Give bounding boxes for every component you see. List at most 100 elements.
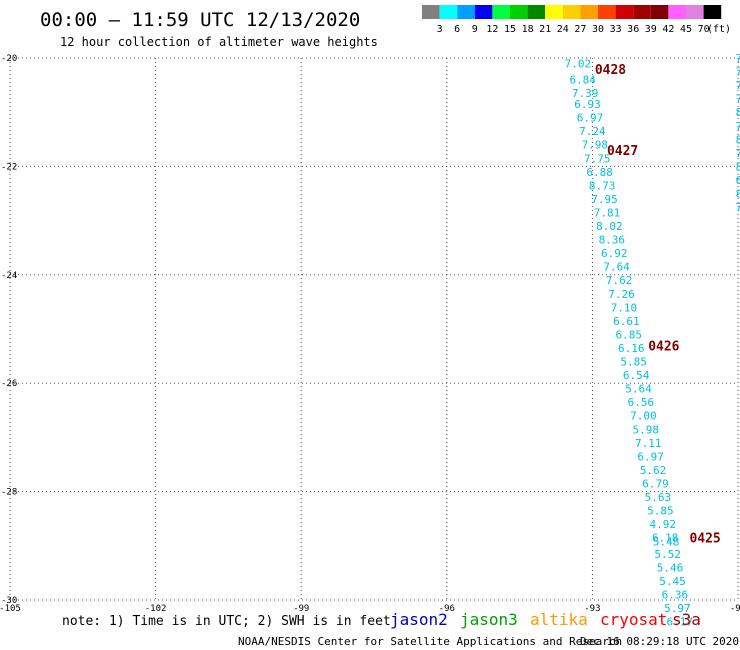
colorbar-swatch [510, 5, 528, 19]
time-label: 0425 [689, 532, 720, 547]
colorbar-tick-label: 39 [645, 24, 657, 35]
colorbar-swatch [474, 5, 493, 19]
satellite-legend-jason3: jason3 [460, 610, 518, 629]
page-title: 00:00 – 11:59 UTC 12/13/2020 [40, 9, 360, 31]
colorbar-swatch [580, 5, 598, 19]
wave-height-label: 6.84 [569, 74, 596, 87]
wave-height-label-edge: 7 [736, 147, 740, 160]
colorbar-swatch [545, 5, 563, 19]
colorbar-tick-label: 6 [454, 24, 460, 35]
footer-credit: NOAA/NESDIS Center for Satellite Applica… [238, 635, 622, 648]
y-tick-label: -20 [1, 54, 17, 64]
satellite-legend-altika: altika [530, 610, 588, 629]
wave-height-label: 5.85 [620, 356, 647, 369]
colorbar-tick-label: 33 [610, 24, 622, 35]
x-tick-label: -99 [293, 604, 309, 614]
y-tick-label: -28 [1, 488, 17, 498]
wave-height-label: 5.52 [654, 548, 681, 561]
wave-height-label: 6.97 [577, 112, 604, 125]
colorbar-swatch [422, 5, 440, 19]
x-tick-label: -90 [730, 604, 740, 614]
wave-height-label: 8.73 [589, 179, 616, 192]
wave-height-label: 7.39 [572, 87, 599, 100]
footer-note: note: 1) Time is in UTC; 2) SWH is in fe… [62, 614, 391, 629]
colorbar-tick-label: 15 [504, 24, 516, 35]
wave-height-label: 6.54 [623, 369, 650, 382]
colorbar-swatch [668, 5, 686, 19]
colorbar-tick-label: 24 [557, 24, 569, 35]
wave-height-label: 7.98 [582, 139, 609, 152]
wave-height-label: 5.63 [645, 491, 672, 504]
page-subtitle: 12 hour collection of altimeter wave hei… [60, 35, 378, 49]
wave-height-label-edge: 7. [736, 120, 740, 133]
wave-height-label: 5.46 [657, 561, 684, 574]
wave-height-label: 5.64 [625, 383, 652, 396]
wave-height-label-edge: 7.7 [736, 52, 740, 65]
wave-height-label-edge: 8. [736, 133, 740, 146]
wave-height-label: 6.79 [642, 477, 669, 490]
colorbar-tick-label: 21 [539, 24, 551, 35]
y-tick-label: -26 [1, 379, 17, 389]
wave-height-label-edge: 7.4 [736, 79, 740, 92]
wave-height-label-edge: 8 [736, 160, 740, 173]
colorbar-swatch [457, 5, 475, 19]
y-tick-label: -22 [1, 162, 17, 172]
wave-height-label-edge: 7. [736, 93, 740, 106]
wave-height-label: 6.56 [628, 396, 655, 409]
colorbar-tick-label: 36 [627, 24, 639, 35]
colorbar-swatch [527, 5, 546, 19]
wave-height-label: 7.95 [591, 193, 618, 206]
plot-area: -105 -102 -99 -96 -93 -90 -20 -22 -24 -26 -28 -30 7… [0, 52, 740, 629]
colorbar-tick-label: 12 [486, 24, 498, 35]
wave-height-label: 6.92 [601, 247, 628, 260]
wave-height-label: 7.81 [594, 206, 621, 219]
satellite-legend-s3a: s3a [672, 610, 701, 629]
wave-height-label: 7.62 [606, 274, 633, 287]
satellite-legend-cryosat: cryosat [600, 610, 667, 629]
colorbar-swatch [633, 5, 651, 19]
wave-height-label: 6.18 [652, 532, 679, 545]
x-tick-label: -93 [584, 604, 600, 614]
colorbar-swatch [598, 5, 616, 19]
colorbar-tick-label: 18 [522, 24, 534, 35]
colorbar-swatch [650, 5, 669, 19]
colorbar-tick-label: 3 [437, 24, 443, 35]
wave-height-label: 6.16 [618, 342, 645, 355]
colorbar-swatch [703, 5, 722, 19]
wave-height-label: 6.61 [613, 315, 640, 328]
colorbar-swatch [562, 5, 581, 19]
wave-height-label: 6.97 [637, 450, 664, 463]
wave-height-label-edge: 7.9 [736, 66, 740, 79]
wave-height-label: 5.62 [640, 464, 667, 477]
wave-height-label: 5.45 [659, 575, 686, 588]
wave-height-label: 5.97 [664, 602, 691, 615]
wave-height-label: 7.26 [608, 288, 635, 301]
colorbar-tick-label: 9 [472, 24, 478, 35]
wave-height-label: 7.00 [630, 410, 657, 423]
time-label: 0428 [595, 63, 626, 78]
colorbar-tick-label: 45 [680, 24, 692, 35]
wave-height-label: 7.64 [603, 261, 630, 274]
colorbar-legend: 3 6 9 12 15 18 21 24 27 30 33 36 39 42 45 70 [422, 5, 722, 35]
x-tick-label: -105 [0, 604, 21, 614]
wave-height-label-edge: 6 [736, 174, 740, 187]
footer-timestamp: Dec 16 08:29:18 UTC 2020 [580, 635, 739, 648]
satellite-legend-jason2: jason2 [390, 610, 448, 629]
gridlines [9, 57, 739, 601]
wave-height-label: 6.85 [616, 328, 643, 341]
axis-ticks: -105 -102 -99 -96 -93 -90 -20 -22 -24 -26 -28 -30 [0, 54, 740, 614]
data-marks: 7.026.847.396.936.977.247.987.756.888.73… [565, 52, 740, 629]
colorbar-swatch [492, 5, 510, 19]
colorbar-tick-label: 42 [662, 24, 674, 35]
x-tick-label: -96 [439, 604, 455, 614]
wave-height-label: 7.10 [611, 301, 638, 314]
colorbar-tick-label: 27 [574, 24, 586, 35]
colorbar-swatch [615, 5, 634, 19]
wave-height-label: 8.02 [596, 220, 623, 233]
wave-height-label: 8.36 [599, 234, 626, 247]
colorbar-swatch [439, 5, 458, 19]
colorbar-unit: (ft) [707, 24, 731, 35]
satellite-legend: jason2 jason3 altika cryosat s3a [390, 610, 701, 629]
colorbar-tick-label: 30 [592, 24, 604, 35]
time-label: 0427 [607, 144, 638, 159]
